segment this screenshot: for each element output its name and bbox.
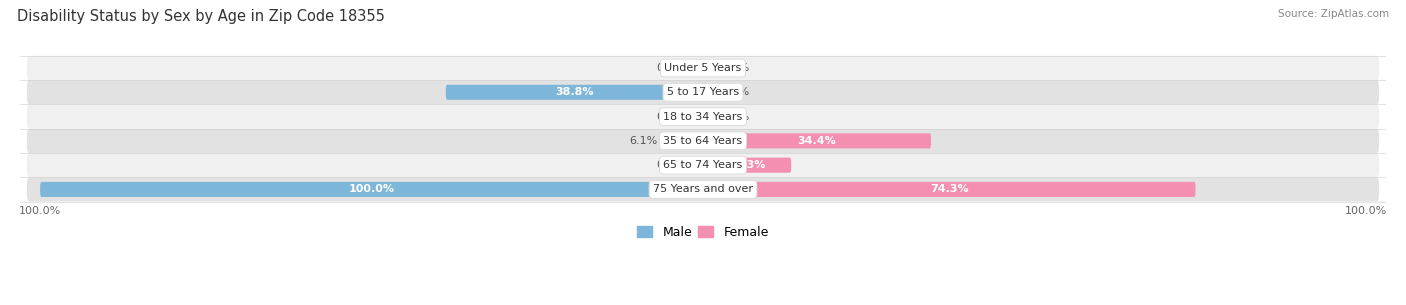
Text: 65 to 74 Years: 65 to 74 Years (664, 160, 742, 170)
FancyBboxPatch shape (27, 153, 1379, 177)
FancyBboxPatch shape (41, 182, 703, 197)
Text: Under 5 Years: Under 5 Years (665, 63, 741, 73)
FancyBboxPatch shape (27, 177, 1379, 202)
Text: 6.1%: 6.1% (628, 136, 657, 146)
FancyBboxPatch shape (703, 182, 1195, 197)
Text: 38.8%: 38.8% (555, 87, 593, 97)
Text: 0.0%: 0.0% (657, 160, 685, 170)
FancyBboxPatch shape (703, 85, 716, 100)
FancyBboxPatch shape (703, 109, 716, 124)
Text: Source: ZipAtlas.com: Source: ZipAtlas.com (1278, 9, 1389, 19)
FancyBboxPatch shape (703, 133, 931, 149)
Text: 18 to 34 Years: 18 to 34 Years (664, 112, 742, 122)
Text: 0.0%: 0.0% (657, 63, 685, 73)
FancyBboxPatch shape (27, 104, 1379, 129)
FancyBboxPatch shape (690, 158, 703, 173)
Legend: Male, Female: Male, Female (633, 221, 773, 244)
Text: 0.0%: 0.0% (721, 87, 749, 97)
Text: 0.0%: 0.0% (721, 63, 749, 73)
FancyBboxPatch shape (446, 85, 703, 100)
Text: 74.3%: 74.3% (929, 185, 969, 195)
Text: 13.3%: 13.3% (728, 160, 766, 170)
FancyBboxPatch shape (27, 56, 1379, 80)
FancyBboxPatch shape (690, 109, 703, 124)
Text: 75 Years and over: 75 Years and over (652, 185, 754, 195)
Text: 100.0%: 100.0% (349, 185, 395, 195)
Text: 35 to 64 Years: 35 to 64 Years (664, 136, 742, 146)
Text: 34.4%: 34.4% (797, 136, 837, 146)
FancyBboxPatch shape (703, 158, 792, 173)
FancyBboxPatch shape (27, 129, 1379, 153)
FancyBboxPatch shape (662, 133, 703, 149)
Text: 0.0%: 0.0% (657, 112, 685, 122)
Text: 5 to 17 Years: 5 to 17 Years (666, 87, 740, 97)
FancyBboxPatch shape (703, 60, 716, 76)
FancyBboxPatch shape (27, 80, 1379, 104)
Text: Disability Status by Sex by Age in Zip Code 18355: Disability Status by Sex by Age in Zip C… (17, 9, 385, 24)
Text: 0.0%: 0.0% (721, 112, 749, 122)
FancyBboxPatch shape (690, 60, 703, 76)
